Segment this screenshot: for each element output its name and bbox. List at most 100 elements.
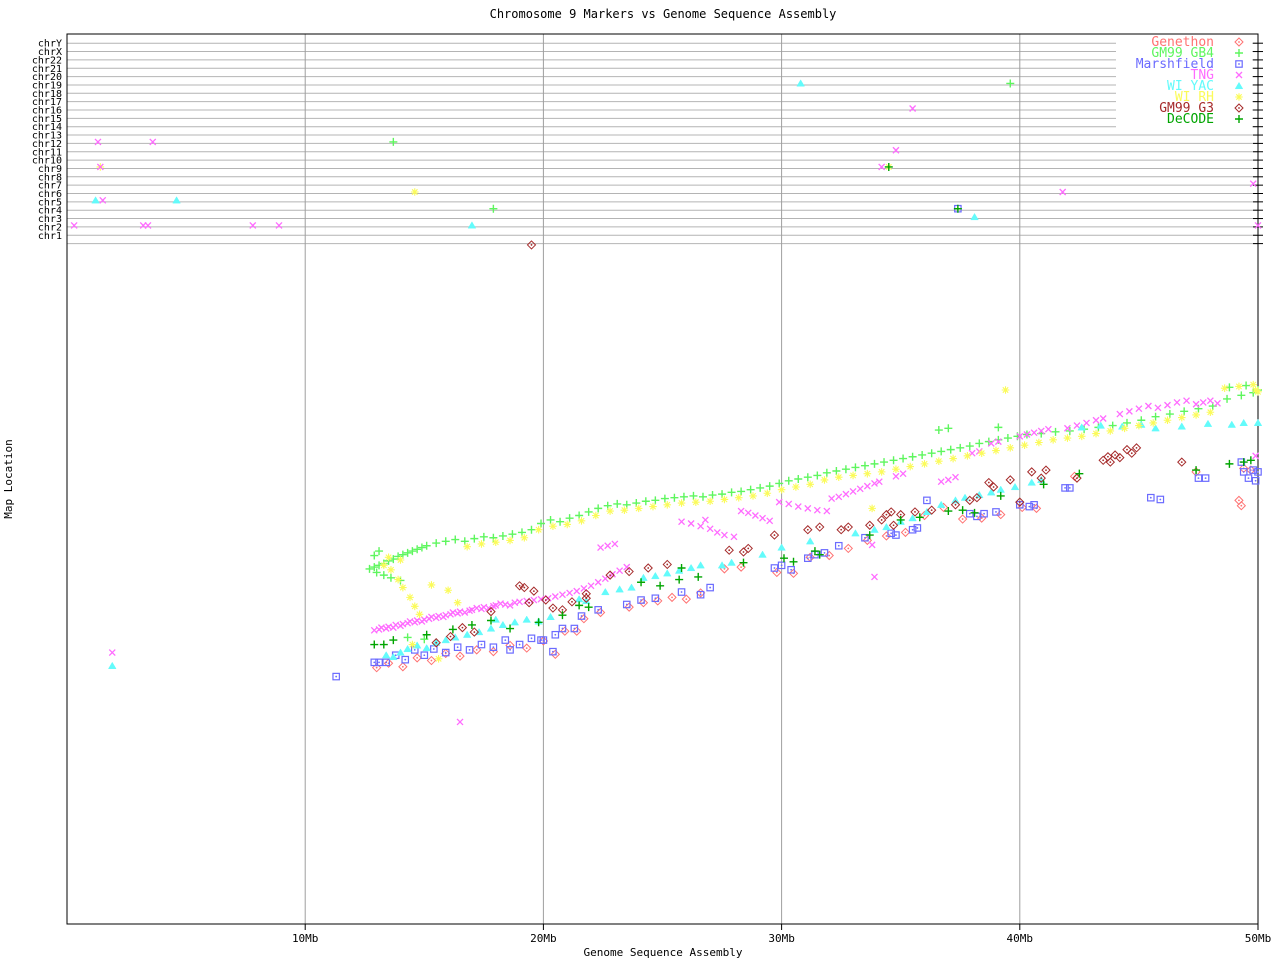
marker — [380, 561, 388, 570]
marker — [986, 488, 996, 496]
marker — [785, 500, 793, 508]
marker — [514, 581, 525, 591]
marker — [822, 468, 831, 477]
marker — [794, 503, 802, 511]
marker — [834, 541, 843, 550]
marker — [384, 553, 393, 562]
marker — [370, 658, 379, 667]
marker — [546, 515, 555, 524]
marker — [1192, 411, 1200, 419]
marker — [375, 658, 383, 667]
marker — [944, 476, 952, 484]
marker — [923, 496, 931, 505]
marker — [558, 591, 566, 599]
marker — [651, 496, 660, 505]
marker — [951, 496, 960, 504]
scatter-points — [108, 240, 1263, 726]
marker — [641, 497, 650, 506]
marker — [486, 616, 495, 625]
marker — [1059, 188, 1067, 196]
marker — [720, 495, 729, 504]
marker — [734, 493, 743, 502]
marker — [968, 449, 976, 457]
marker — [594, 606, 602, 614]
marker — [479, 532, 488, 541]
marker — [1151, 424, 1160, 432]
marker — [370, 640, 379, 649]
marker — [1206, 397, 1214, 405]
marker — [915, 513, 924, 522]
legend-item-label: GM99 G3 — [1159, 101, 1214, 116]
marker — [426, 655, 437, 666]
marker — [1154, 404, 1162, 412]
marker — [144, 221, 152, 229]
chromosome-label: chr5 — [38, 197, 62, 208]
marker — [149, 138, 157, 146]
marker — [1103, 452, 1113, 462]
marker — [444, 586, 452, 595]
marker — [1039, 480, 1048, 489]
marker — [387, 565, 395, 574]
marker — [70, 221, 78, 229]
x-tick-label: 20Mb — [530, 932, 557, 945]
marker — [727, 558, 736, 566]
x-axis-ticks: 10Mb 20Mb 30Mb 40Mb 50Mb — [292, 924, 1271, 945]
marker — [713, 528, 721, 536]
chart-title: Chromosome 9 Markers vs Genome Sequence … — [490, 7, 837, 21]
chromosome-label: chr12 — [32, 139, 62, 150]
marker — [1035, 438, 1043, 447]
marker — [541, 595, 551, 605]
marker — [470, 534, 479, 543]
marker — [965, 509, 974, 518]
marker — [434, 654, 443, 663]
marker — [944, 424, 953, 433]
marker — [1183, 397, 1190, 405]
marker — [994, 435, 1003, 444]
marker — [592, 511, 600, 520]
marker — [1244, 474, 1253, 482]
marker — [510, 618, 520, 626]
marker — [678, 518, 686, 526]
marker — [441, 648, 450, 657]
marker — [584, 603, 593, 612]
marker — [777, 485, 786, 494]
marker — [551, 630, 560, 639]
marker — [396, 556, 405, 564]
chromosome-label: chr22 — [32, 55, 62, 66]
marker — [527, 525, 536, 534]
marker — [1030, 501, 1038, 509]
legend-item: Marshfield — [1136, 57, 1243, 72]
marker — [727, 488, 736, 497]
marker — [953, 204, 962, 213]
marker — [396, 648, 405, 656]
marker — [770, 564, 779, 572]
marker — [556, 517, 565, 526]
marker — [1156, 495, 1165, 504]
marker — [577, 612, 586, 620]
marker — [643, 563, 653, 573]
marker — [892, 531, 900, 539]
marker — [501, 636, 510, 644]
marker — [977, 449, 986, 457]
marker — [99, 196, 107, 204]
marker — [849, 471, 857, 480]
x-tick-label: 10Mb — [292, 932, 319, 945]
marker — [379, 640, 388, 649]
marker — [616, 567, 624, 575]
marker — [606, 507, 614, 515]
marker — [381, 651, 391, 659]
marker — [1237, 391, 1246, 400]
marker — [956, 443, 965, 452]
marker — [584, 507, 593, 516]
marker — [806, 480, 814, 489]
marker — [1105, 457, 1116, 467]
marker — [1225, 383, 1234, 392]
marker — [738, 547, 749, 557]
marker — [805, 537, 815, 545]
marker — [1177, 457, 1187, 467]
legend-background — [1116, 35, 1252, 131]
marker — [389, 137, 398, 146]
marker — [706, 497, 714, 506]
marker — [739, 558, 748, 567]
